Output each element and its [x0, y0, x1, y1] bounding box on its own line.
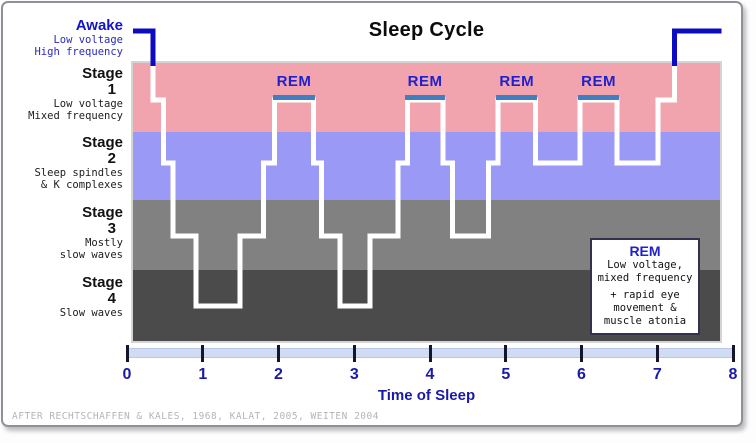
stage2-desc-line: Sleep spindles: [34, 167, 123, 179]
rem-legend-title: REM: [629, 243, 661, 259]
rem-legend-line: muscle atonia: [603, 315, 687, 327]
stage2-heading: Stage: [82, 134, 123, 151]
stage2-band: [133, 132, 720, 200]
x-axis-tick-label: 2: [274, 366, 283, 383]
x-axis-tick: [352, 345, 356, 362]
rem-label: REM: [581, 73, 616, 90]
stage1-desc-line: Low voltage: [53, 98, 123, 110]
rem-legend-line: Low voltage,: [607, 259, 683, 271]
x-axis-tick: [277, 345, 280, 362]
x-axis-tick: [655, 345, 659, 362]
rem-underline: [496, 95, 538, 100]
rem-legend-line: movement &: [613, 302, 677, 314]
awake-label-block: Awake Low voltage High frequency: [3, 17, 123, 59]
x-axis-tick-label: 7: [652, 366, 662, 383]
x-axis-title: Time of Sleep: [377, 387, 476, 404]
x-axis-tick-label: 8: [728, 366, 738, 383]
rem-legend-line: + rapid eye: [610, 289, 680, 301]
page-title: Sleep Cycle: [368, 19, 485, 41]
x-axis-tick-label: 0: [122, 366, 132, 383]
stage2-label-block: Stage 2 Sleep spindles & K complexes: [3, 134, 123, 192]
rem-label: REM: [276, 73, 312, 90]
stage4-label-block: Stage 4 Slow waves: [3, 274, 123, 320]
stage4-number: 4: [107, 290, 116, 307]
x-axis-tick-label: 1: [198, 366, 208, 383]
rem-underline: [272, 95, 316, 100]
awake-desc-line: Low voltage: [53, 34, 123, 46]
rem-legend-box: REM Low voltage, mixed frequency + rapid…: [590, 238, 700, 335]
x-axis-tick: [580, 345, 583, 362]
x-axis-tick: [428, 345, 432, 362]
x-axis-tick-label: 4: [425, 366, 435, 383]
stage3-number: 3: [107, 220, 116, 237]
stage3-heading: Stage: [82, 204, 123, 221]
rem-legend-line: mixed frequency: [597, 272, 693, 284]
stage2-desc-line: & K complexes: [40, 179, 123, 191]
rem-label: REM: [407, 73, 443, 90]
stage1-heading: Stage: [82, 65, 123, 82]
rem-underline: [578, 95, 620, 100]
x-axis-tick: [504, 345, 508, 362]
awake-desc-line: High frequency: [34, 46, 123, 58]
x-axis-tick-label: 6: [577, 366, 586, 383]
x-axis-tick: [201, 345, 205, 362]
stage3-desc-line: slow waves: [59, 249, 123, 261]
sleep-cycle-figure: Sleep Cycle Awake Low voltage High frequ…: [1, 1, 743, 427]
stage2-number: 2: [107, 150, 116, 167]
rem-label: REM: [499, 73, 535, 90]
x-axis-tick: [731, 345, 735, 362]
stage3-label-block: Stage 3 Mostly slow waves: [3, 204, 123, 262]
stage4-desc-line: Slow waves: [59, 307, 123, 319]
stage4-heading: Stage: [82, 274, 123, 291]
stage3-desc-line: Mostly: [85, 237, 123, 249]
awake-heading: Awake: [75, 17, 123, 34]
source-attribution: AFTER RECHTSCHAFFEN & KALES, 1968, KALAT…: [12, 411, 379, 422]
x-axis-tick-label: 5: [501, 366, 511, 383]
stage1-label-block: Stage 1 Low voltage Mixed frequency: [3, 65, 123, 123]
x-axis-tick: [125, 345, 129, 362]
x-axis-tick-label: 3: [349, 366, 359, 383]
stage1-desc-line: Mixed frequency: [28, 110, 123, 122]
rem-underline: [405, 95, 445, 100]
stage1-number: 1: [107, 81, 116, 98]
